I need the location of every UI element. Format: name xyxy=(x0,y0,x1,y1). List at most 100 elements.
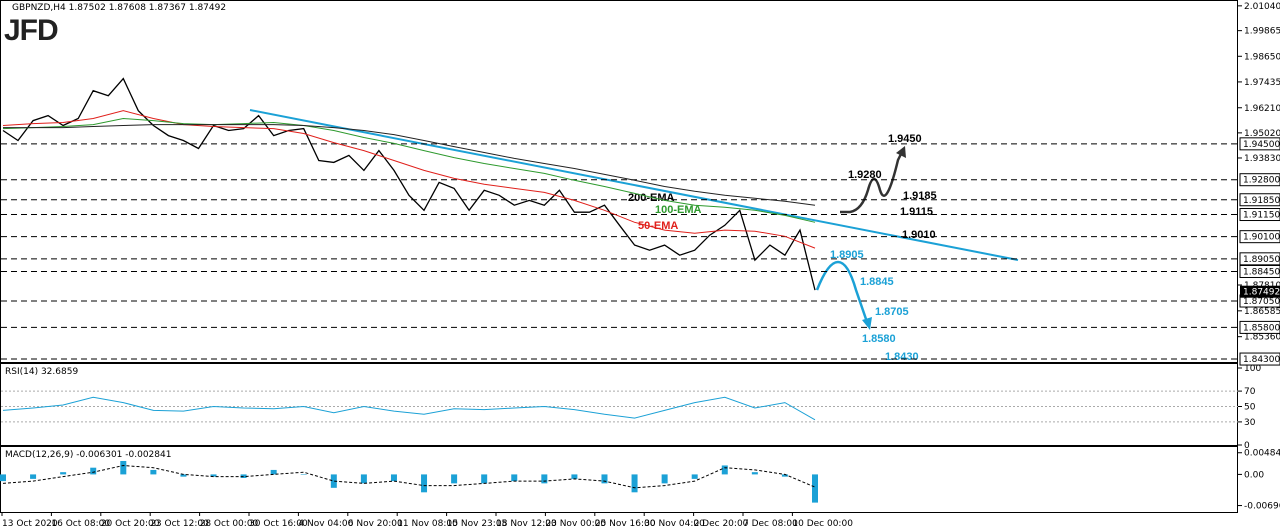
histogram-bar xyxy=(691,474,698,479)
y-tick-label: 0.00 xyxy=(1244,470,1264,480)
histogram-bar xyxy=(781,474,788,477)
rsi-title: RSI(14) 32.6859 xyxy=(5,367,78,377)
x-tick-label: 15 Nov 23:05 xyxy=(447,519,508,529)
histogram-bar xyxy=(601,474,608,484)
x-tick-label: 25 Nov 16:00 xyxy=(595,519,656,529)
y-tick-label: 1.98650 xyxy=(1244,52,1280,62)
level-label: 1.88450 xyxy=(1243,267,1280,277)
y-tick-label: 1.99865 xyxy=(1244,27,1280,37)
current-price-label: 1.87492 xyxy=(1243,288,1280,298)
x-tick-label: 18 Nov 12:00 xyxy=(496,519,557,529)
histogram-bar xyxy=(300,474,307,475)
level-label-box xyxy=(1239,173,1280,187)
annotation: 1.8705 xyxy=(875,306,909,318)
annotation: 1.8845 xyxy=(860,276,894,288)
annotation: 1.9185 xyxy=(903,190,937,202)
level-label-box xyxy=(1239,193,1280,207)
level-label-box xyxy=(1239,264,1280,278)
histogram-bar xyxy=(150,469,157,475)
level-label-box xyxy=(1239,230,1280,244)
level-label-box xyxy=(1239,208,1280,222)
histogram-bar xyxy=(751,472,758,475)
histogram-bar xyxy=(30,474,37,479)
histogram-bar xyxy=(120,460,127,475)
annotation: 1.8905 xyxy=(830,249,864,261)
level-label: 1.91150 xyxy=(1243,211,1280,221)
histogram-bar xyxy=(451,474,458,484)
histogram-bar xyxy=(60,472,67,475)
y-tick-label: 100 xyxy=(1244,364,1261,374)
level-label: 1.92800 xyxy=(1243,176,1280,186)
rsi-panel xyxy=(0,363,1238,446)
ema-label: 100-EMA xyxy=(655,204,702,216)
level-label-box xyxy=(1239,252,1280,266)
ema-label: 50-EMA xyxy=(638,220,678,232)
forecast-up xyxy=(840,149,905,214)
y-tick-label: 1.97435 xyxy=(1244,78,1280,88)
histogram-bar xyxy=(541,474,548,484)
forecast-down xyxy=(815,260,869,323)
histogram-bar xyxy=(481,474,488,484)
level-label: 1.91850 xyxy=(1243,196,1280,206)
x-tick-label: 4 Nov 04:00 xyxy=(298,519,353,529)
price-panel xyxy=(0,0,1238,363)
x-tick-label: 7 Dec 08:00 xyxy=(743,519,798,529)
histogram-bar xyxy=(721,465,728,475)
series-line xyxy=(2,77,816,291)
histogram-bar xyxy=(812,474,818,503)
y-tick-label: -0.006960 xyxy=(1244,502,1280,512)
histogram-bar xyxy=(421,474,428,493)
x-tick-label: 23 Oct 12:00 xyxy=(150,519,209,529)
y-tick-label: 0.00484 xyxy=(1244,449,1280,459)
histogram-bar xyxy=(390,474,397,482)
annotation: 1.9280 xyxy=(848,169,882,181)
x-tick-label: 13 Oct 2020 xyxy=(2,519,58,529)
annotation: 1.8580 xyxy=(862,333,896,345)
series-line xyxy=(3,124,816,206)
current-price-box xyxy=(1240,285,1280,298)
histogram-bar xyxy=(0,474,6,482)
y-tick-label: 70 xyxy=(1244,387,1256,397)
y-tick-label: 1.86585 xyxy=(1244,307,1280,317)
level-label: 1.94500 xyxy=(1243,140,1280,150)
y-tick-label: 30 xyxy=(1244,418,1256,428)
y-tick-label: 1.85360 xyxy=(1244,333,1280,343)
y-tick-label: 1.96210 xyxy=(1244,104,1280,114)
histogram-bar xyxy=(360,474,367,484)
x-tick-label: 10 Dec 00:00 xyxy=(792,519,853,529)
histogram-bar xyxy=(571,474,578,479)
level-label-box xyxy=(1239,352,1280,366)
histogram-bar xyxy=(180,474,187,477)
x-tick-label: 30 Oct 16:00 xyxy=(249,519,308,529)
macd-panel xyxy=(0,446,1238,513)
annotation: 1.8430 xyxy=(885,351,919,363)
annotation: 1.9010 xyxy=(902,229,936,241)
x-tick-label: 23 Nov 00:00 xyxy=(545,519,606,529)
annotation: 1.9450 xyxy=(888,133,922,145)
level-label-box xyxy=(1239,320,1280,334)
histogram-bar xyxy=(210,474,217,477)
series-line xyxy=(2,396,816,421)
level-label: 1.85800 xyxy=(1243,323,1280,333)
x-tick-label: 2 Dec 20:00 xyxy=(694,519,749,529)
annotation: 1.9115 xyxy=(900,206,933,218)
series-line xyxy=(2,464,816,489)
level-label-box xyxy=(1239,137,1280,151)
arrow-head xyxy=(896,146,906,158)
macd-title: MACD(12,26,9) -0.006301 -0.002841 xyxy=(5,450,171,460)
histogram-bar xyxy=(90,467,97,475)
level-label: 1.87050 xyxy=(1243,297,1280,307)
x-tick-label: 6 Nov 20:00 xyxy=(348,519,403,529)
trendline xyxy=(249,109,1019,261)
histogram-bar xyxy=(661,474,668,484)
histogram-bar xyxy=(511,474,518,482)
arrow-head xyxy=(862,317,872,330)
series-line xyxy=(2,110,816,249)
level-label: 1.89050 xyxy=(1243,255,1280,265)
level-label: 1.84300 xyxy=(1243,355,1280,365)
logo: JFD xyxy=(4,14,58,47)
x-tick-label: 16 Oct 08:00 xyxy=(51,519,110,529)
histogram-bar xyxy=(631,474,638,493)
series-line xyxy=(2,117,816,223)
